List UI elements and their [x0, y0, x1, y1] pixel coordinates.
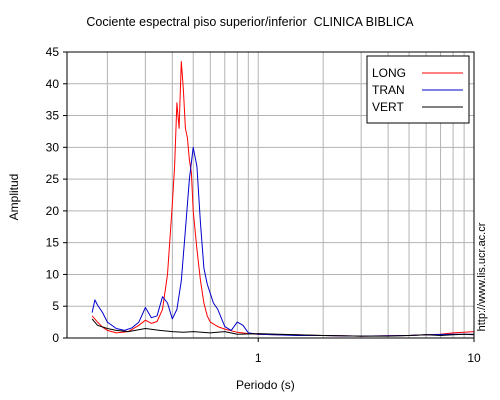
- x-axis-label: Periodo (s): [236, 378, 295, 392]
- y-tick-label: 10: [46, 267, 60, 281]
- series-line-vert: [91, 318, 475, 337]
- y-tick-label: 0: [52, 331, 59, 345]
- legend-label-vert: VERT: [372, 100, 404, 114]
- y-tick-label: 20: [46, 204, 60, 218]
- y-tick-label: 25: [46, 172, 60, 186]
- x-tick-label: 10: [467, 351, 481, 365]
- y-tick-label: 35: [46, 109, 60, 123]
- y-axis-label: Amplitud: [7, 173, 21, 221]
- plot-frame: [66, 51, 475, 339]
- x-tick-label: 1: [255, 351, 262, 365]
- legend-label-long: LONG: [372, 66, 406, 80]
- legend-label-tran: TRAN: [372, 83, 405, 97]
- chart-title: Cociente espectral piso superior/inferio…: [86, 15, 414, 29]
- y-tick-label: 5: [52, 299, 59, 313]
- source-url: http://www.lis.ucr.ac.cr: [476, 222, 488, 332]
- y-tick-label: 30: [46, 140, 60, 154]
- y-tick-label: 15: [46, 236, 60, 250]
- y-tick-label: 40: [46, 77, 60, 91]
- y-tick-label: 45: [46, 45, 60, 59]
- series-line-tran: [91, 146, 474, 337]
